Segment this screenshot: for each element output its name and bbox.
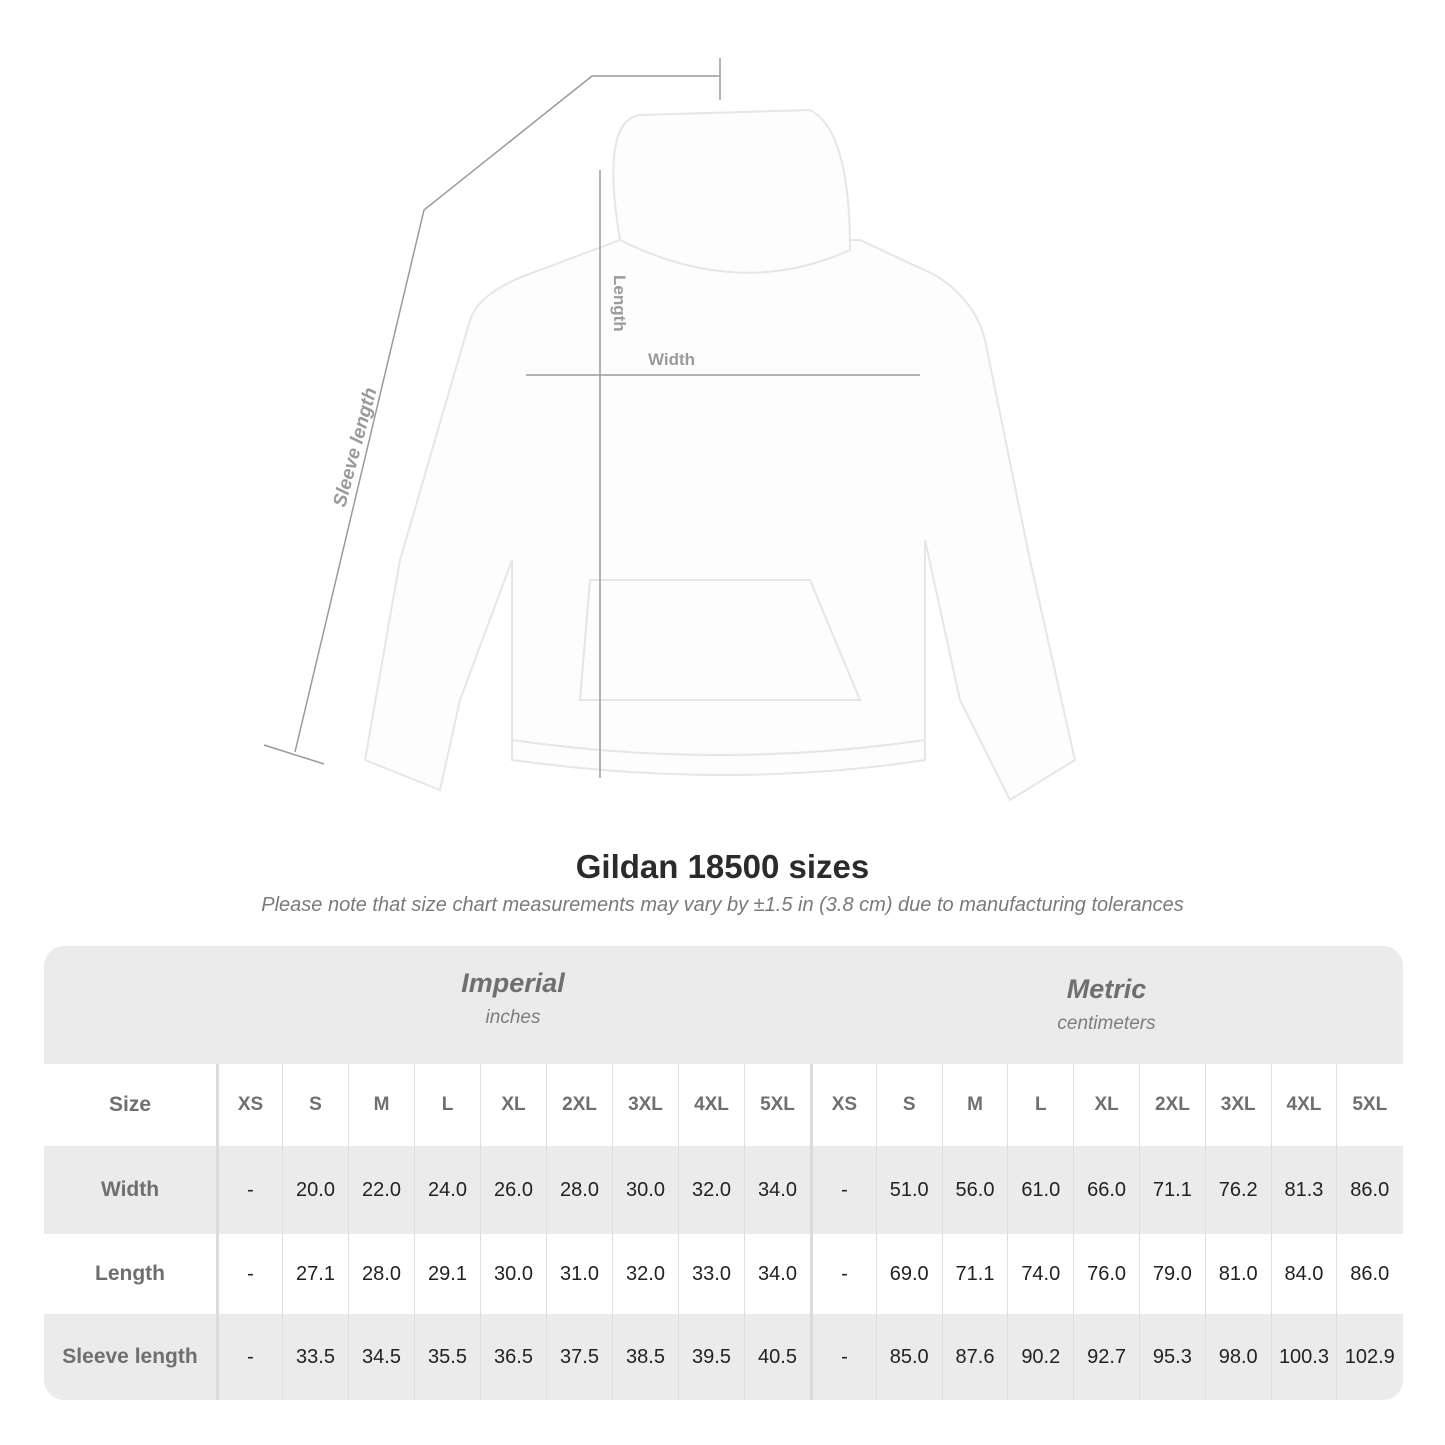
metric-value-cell: 76.0 (1073, 1234, 1139, 1314)
imperial-value-cell: 35.5 (414, 1314, 480, 1400)
table-row: Length -27.1 28.0 29.1 30.0 31.0 32.0 33.0 34.0-… (44, 1234, 1403, 1314)
imperial-header: Imperial inches (216, 968, 810, 1029)
imperial-value-cell: 33.0 (678, 1234, 744, 1314)
table-row: Sleeve length -33.5 34.5 35.5 36.5 37.5 38.5 39… (44, 1314, 1403, 1400)
metric-size-header: 3XL (1204, 1064, 1271, 1146)
imperial-value-cell: - (216, 1234, 282, 1314)
row-label: Width (100, 1178, 160, 1201)
metric-value-cell: 51.0 (875, 1146, 942, 1234)
measurement-lines (263, 58, 920, 778)
imperial-size-header: 5XL (744, 1064, 810, 1146)
size-header-row: Size XS S M L XL 2XL 3XL 4XL 5XL XS S M L XL 2XL 3XL 4XL 5… (44, 1064, 1403, 1146)
metric-value-cell: 71.1 (941, 1234, 1008, 1314)
table-row: Width -20.0 22.0 24.0 26.0 28.0 30.0 32.0 34.0-5… (44, 1146, 1403, 1234)
imperial-value-cell: 32.0 (678, 1146, 744, 1234)
hoodie-illustration: Length Width Sleeve length (263, 58, 1077, 802)
imperial-value-cell: 40.5 (744, 1314, 810, 1400)
metric-unit: centimeters (1057, 1013, 1156, 1034)
imperial-value-cell: 38.5 (612, 1314, 678, 1400)
metric-size-header: XL (1073, 1064, 1139, 1146)
imperial-size-header: 4XL (678, 1064, 744, 1146)
metric-value-cell: 84.0 (1270, 1234, 1337, 1314)
imperial-value-cell: 34.0 (744, 1234, 810, 1314)
sleeve-length-label: Sleeve length (330, 386, 382, 510)
tolerance-note: Please note that size chart measurements… (261, 894, 1184, 916)
row-label: Length (95, 1262, 165, 1285)
metric-size-header: S (875, 1064, 942, 1146)
imperial-value-cell: 31.0 (546, 1234, 612, 1314)
imperial-value-cell: 29.1 (414, 1234, 480, 1314)
metric-value-cell: 86.0 (1336, 1234, 1402, 1314)
metric-value-cell: 66.0 (1073, 1146, 1139, 1234)
metric-size-header: 2XL (1138, 1064, 1205, 1146)
metric-size-header: L (1007, 1064, 1073, 1146)
imperial-value-cell: 33.5 (282, 1314, 348, 1400)
metric-value-cell: 81.0 (1204, 1234, 1271, 1314)
imperial-unit: inches (485, 1007, 541, 1028)
metric-value-cell: 79.0 (1138, 1234, 1205, 1314)
metric-value-cell: 92.7 (1073, 1314, 1139, 1400)
imperial-value-cell: 37.5 (546, 1314, 612, 1400)
metric-value-cell: 56.0 (941, 1146, 1008, 1234)
hoodie-image (363, 108, 1077, 802)
metric-value-cell: 87.6 (941, 1314, 1008, 1400)
imperial-value-cell: - (216, 1314, 282, 1400)
metric-value-cell: 86.0 (1336, 1146, 1402, 1234)
imperial-value-cell: 32.0 (612, 1234, 678, 1314)
metric-value-cell: 61.0 (1007, 1146, 1073, 1234)
imperial-name: Imperial (461, 968, 565, 998)
imperial-value-cell: 39.5 (678, 1314, 744, 1400)
metric-value-cell: 100.3 (1270, 1314, 1337, 1400)
imperial-value-cell: 20.0 (282, 1146, 348, 1234)
imperial-value-cell: 24.0 (414, 1146, 480, 1234)
imperial-value-cell: 36.5 (480, 1314, 546, 1400)
imperial-size-header: XL (480, 1064, 546, 1146)
imperial-value-cell: 30.0 (480, 1234, 546, 1314)
metric-value-cell: 98.0 (1204, 1314, 1271, 1400)
imperial-size-header: 3XL (612, 1064, 678, 1146)
sleeve-arrow (294, 75, 720, 753)
metric-value-cell: 95.3 (1138, 1314, 1205, 1400)
imperial-value-cell: 26.0 (480, 1146, 546, 1234)
page-title: Gildan 18500 sizes (575, 848, 870, 885)
metric-value-cell: - (810, 1314, 876, 1400)
metric-value-cell: 102.9 (1336, 1314, 1402, 1400)
imperial-size-header: XS (216, 1064, 282, 1146)
imperial-value-cell: - (216, 1146, 282, 1234)
imperial-value-cell: 28.0 (348, 1234, 414, 1314)
size-table: Imperial inches Metric centimeters Size X… (44, 946, 1403, 1400)
imperial-size-header: 2XL (546, 1064, 612, 1146)
width-label: Width (648, 350, 695, 369)
size-label: Size (108, 1093, 152, 1116)
metric-value-cell: 74.0 (1007, 1234, 1073, 1314)
imperial-value-cell: 34.0 (744, 1146, 810, 1234)
metric-size-header: XS (810, 1064, 876, 1146)
metric-size-header: 4XL (1270, 1064, 1337, 1146)
imperial-value-cell: 34.5 (348, 1314, 414, 1400)
metric-value-cell: 85.0 (875, 1314, 942, 1400)
metric-value-cell: 81.3 (1270, 1146, 1337, 1234)
metric-value-cell: 90.2 (1007, 1314, 1073, 1400)
length-label: Length (610, 275, 629, 332)
metric-value-cell: 76.2 (1204, 1146, 1271, 1234)
metric-value-cell: - (810, 1146, 876, 1234)
metric-name: Metric (1066, 974, 1147, 1004)
metric-size-header: 5XL (1336, 1064, 1402, 1146)
imperial-size-header: L (414, 1064, 480, 1146)
metric-value-cell: 69.0 (875, 1234, 942, 1314)
imperial-value-cell: 22.0 (348, 1146, 414, 1234)
imperial-size-header: S (282, 1064, 348, 1146)
metric-value-cell: - (810, 1234, 876, 1314)
table-header: Imperial inches Metric centimeters (44, 946, 1403, 1064)
row-label: Sleeve length (62, 1345, 198, 1368)
imperial-size-header: M (348, 1064, 414, 1146)
imperial-value-cell: 30.0 (612, 1146, 678, 1234)
metric-size-header: M (941, 1064, 1008, 1146)
metric-header: Metric centimeters (810, 974, 1403, 1035)
metric-value-cell: 71.1 (1138, 1146, 1205, 1234)
imperial-value-cell: 27.1 (282, 1234, 348, 1314)
imperial-value-cell: 28.0 (546, 1146, 612, 1234)
